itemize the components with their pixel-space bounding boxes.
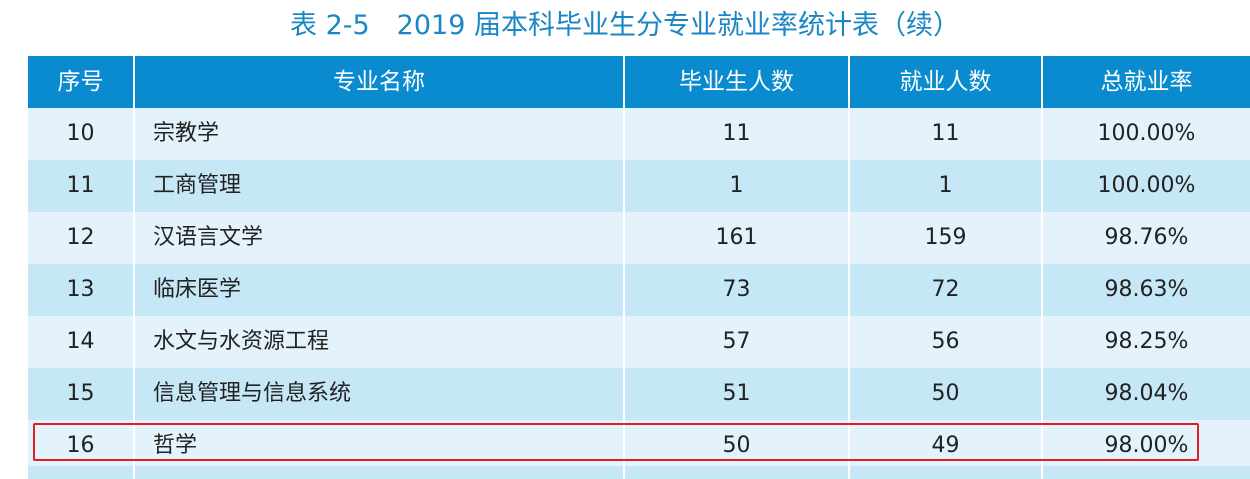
partial-cell (135, 466, 625, 479)
table-row: 12 汉语言文学 161 159 98.76% (28, 212, 1250, 264)
cell-graduates: 73 (625, 264, 850, 316)
partial-cell (1043, 466, 1250, 479)
cell-graduates: 11 (625, 108, 850, 160)
cell-index: 11 (28, 160, 135, 212)
cell-major: 工商管理 (135, 160, 625, 212)
cell-rate: 98.00% (1043, 420, 1250, 472)
cell-employed: 56 (850, 316, 1043, 368)
cell-index: 10 (28, 108, 135, 160)
header-index: 序号 (28, 56, 135, 108)
header-employed: 就业人数 (850, 56, 1043, 108)
cell-index: 15 (28, 368, 135, 420)
table-row: 10 宗教学 11 11 100.00% (28, 108, 1250, 160)
partial-cell (625, 466, 850, 479)
table-row: 14 水文与水资源工程 57 56 98.25% (28, 316, 1250, 368)
cell-graduates: 57 (625, 316, 850, 368)
cell-rate: 100.00% (1043, 108, 1250, 160)
cell-major: 哲学 (135, 420, 625, 472)
cell-employed: 159 (850, 212, 1043, 264)
cell-rate: 98.25% (1043, 316, 1250, 368)
table-row: 13 临床医学 73 72 98.63% (28, 264, 1250, 316)
cell-employed: 49 (850, 420, 1043, 472)
cell-employed: 11 (850, 108, 1043, 160)
cell-graduates: 50 (625, 420, 850, 472)
partial-cell (850, 466, 1043, 479)
cell-graduates: 51 (625, 368, 850, 420)
cell-major: 信息管理与信息系统 (135, 368, 625, 420)
header-major: 专业名称 (135, 56, 625, 108)
cell-major: 汉语言文学 (135, 212, 625, 264)
cell-employed: 1 (850, 160, 1043, 212)
employment-table: 序号 专业名称 毕业生人数 就业人数 总就业率 10 宗教学 11 11 100… (28, 56, 1250, 472)
cell-index: 13 (28, 264, 135, 316)
table-header: 序号 专业名称 毕业生人数 就业人数 总就业率 (28, 56, 1250, 108)
cell-employed: 72 (850, 264, 1043, 316)
cell-major: 水文与水资源工程 (135, 316, 625, 368)
cell-graduates: 1 (625, 160, 850, 212)
table-row-highlighted: 16 哲学 50 49 98.00% (28, 420, 1250, 472)
header-graduates: 毕业生人数 (625, 56, 850, 108)
cell-employed: 50 (850, 368, 1043, 420)
table-row: 11 工商管理 1 1 100.00% (28, 160, 1250, 212)
table-title: 表 2-5 2019 届本科毕业生分专业就业率统计表（续） (290, 10, 960, 41)
cell-index: 16 (28, 420, 135, 472)
cell-index: 12 (28, 212, 135, 264)
table-row: 15 信息管理与信息系统 51 50 98.04% (28, 368, 1250, 420)
cell-index: 14 (28, 316, 135, 368)
cell-rate: 98.04% (1043, 368, 1250, 420)
cell-major: 临床医学 (135, 264, 625, 316)
cell-rate: 98.63% (1043, 264, 1250, 316)
header-rate: 总就业率 (1043, 56, 1250, 108)
row-highlight-box (33, 423, 1199, 461)
cell-rate: 100.00% (1043, 160, 1250, 212)
partial-cell (28, 466, 135, 479)
next-row-partial (28, 466, 1250, 479)
cell-rate: 98.76% (1043, 212, 1250, 264)
cell-major: 宗教学 (135, 108, 625, 160)
cell-graduates: 161 (625, 212, 850, 264)
